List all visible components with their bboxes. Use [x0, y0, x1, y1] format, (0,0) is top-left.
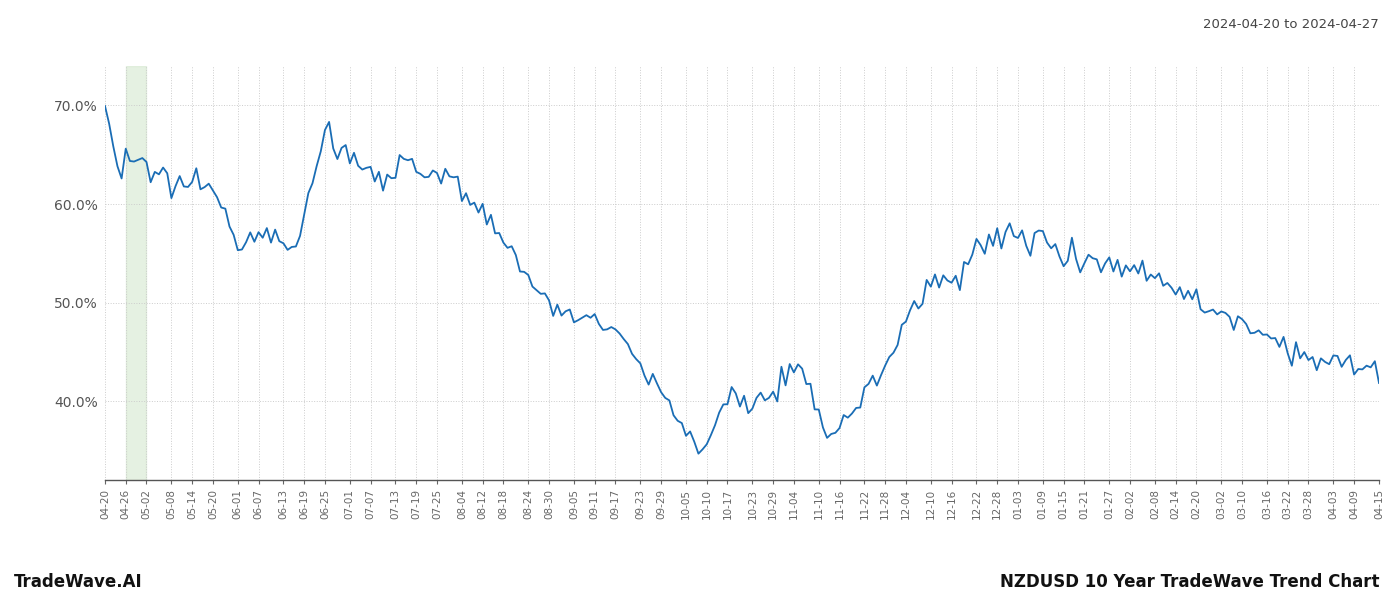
Bar	[126, 66, 147, 480]
Text: 2024-04-20 to 2024-04-27: 2024-04-20 to 2024-04-27	[1203, 18, 1379, 31]
Text: NZDUSD 10 Year TradeWave Trend Chart: NZDUSD 10 Year TradeWave Trend Chart	[1000, 573, 1379, 591]
Text: TradeWave.AI: TradeWave.AI	[14, 573, 143, 591]
